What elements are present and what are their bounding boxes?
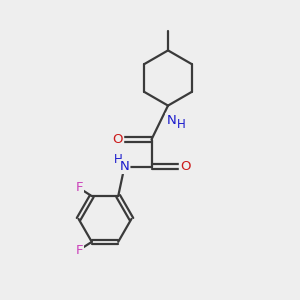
Text: H: H — [177, 118, 186, 130]
Text: N: N — [120, 160, 129, 173]
Text: N: N — [166, 114, 176, 127]
Text: H: H — [113, 153, 122, 167]
Text: F: F — [76, 181, 83, 194]
Text: F: F — [76, 244, 83, 257]
Text: O: O — [180, 160, 190, 173]
Text: O: O — [112, 133, 123, 146]
